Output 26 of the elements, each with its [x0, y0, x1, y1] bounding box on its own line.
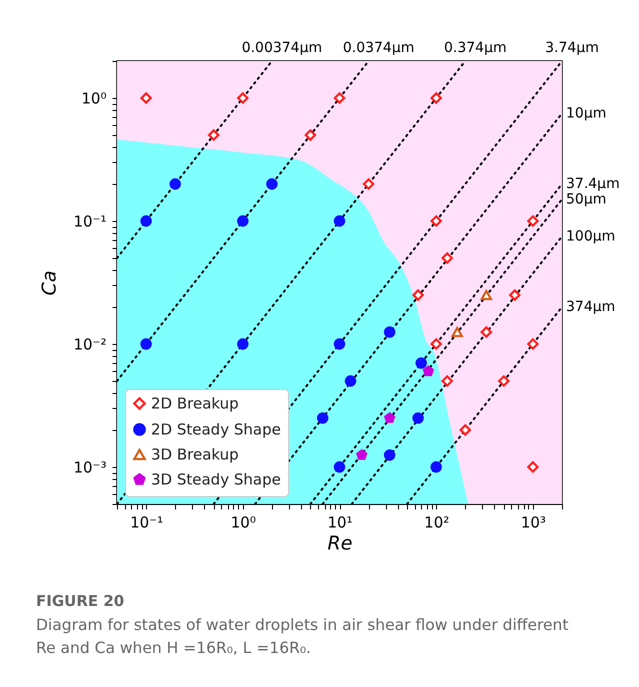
series-label: 10μm [566, 105, 606, 122]
series-label: 0.374μm [444, 40, 507, 56]
x-tick-label: 10³ [520, 514, 546, 532]
text: Diagram for states of water droplets in air shear flow under different Re and Ca when H =16R₀, L =16R₀. [36, 615, 570, 659]
y-tick-label: 10⁻³ [73, 458, 106, 476]
legend-label: 2D Breakup [151, 394, 239, 412]
y-tick-label: 10⁻¹ [73, 212, 106, 231]
y-axis-title: Ca [38, 270, 60, 296]
series-label: 3.74μm [545, 40, 599, 56]
series-label: 50μm [566, 191, 606, 208]
x-tick-label: 10¹ [327, 514, 353, 532]
y-tick-label: 10⁰ [81, 90, 106, 108]
x-tick-label: 10² [424, 514, 450, 532]
caption: FIGURE 20 [36, 592, 126, 610]
x-tick-label: 10⁰ [230, 514, 256, 532]
x-tick-label: 10⁻¹ [130, 514, 164, 532]
legend-label: 3D Breakup [151, 446, 239, 464]
series-label: 37.4μm [566, 176, 620, 192]
series-label: 100μm [566, 228, 616, 244]
legend-label: 3D Steady Shape [151, 470, 281, 488]
x-axis-title: Re [328, 532, 352, 554]
y-tick-label: 10⁻² [73, 335, 106, 354]
series-label: 0.00374μm [242, 40, 322, 56]
series-label: 374μm [566, 298, 616, 315]
legend-label: 2D Steady Shape [151, 420, 281, 438]
series-label: 0.0374μm [342, 40, 414, 56]
